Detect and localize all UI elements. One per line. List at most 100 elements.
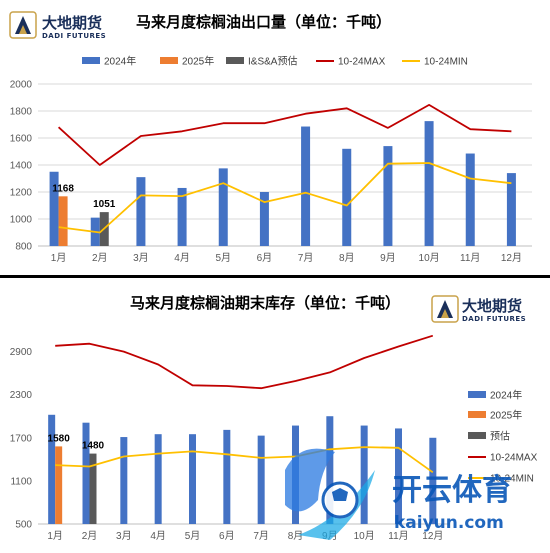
bar — [342, 148, 352, 246]
bar — [154, 434, 162, 524]
x-tick-label: 2月 — [82, 530, 98, 542]
logo-en-text: DADI FUTURES — [42, 32, 106, 40]
x-tick-label: 6月 — [257, 252, 273, 264]
legend-swatch — [160, 57, 178, 64]
legend-label: 2024年 — [104, 55, 136, 68]
data-label: 1168 — [52, 183, 74, 194]
x-tick-label: 7月 — [253, 530, 269, 542]
chart-export: 马来月度棕榈油出口量（单位：千吨） 800 1000 1200 1400 1600 1800… — [10, 13, 532, 264]
x-tick-label: 5月 — [185, 530, 201, 542]
x-tick-label: 1月 — [47, 530, 63, 542]
bar — [424, 121, 434, 246]
legend-label: 2025年 — [490, 409, 522, 422]
legend-label: 10-24MAX — [338, 57, 386, 68]
y-tick-label: 1400 — [10, 161, 33, 172]
logo-mark-icon — [9, 11, 37, 39]
y-tick-label: 1000 — [10, 215, 33, 226]
bar — [82, 422, 90, 524]
legend-swatch — [468, 391, 486, 398]
x-tick-label: 4月 — [150, 530, 166, 542]
x-tick-label: 8月 — [339, 252, 355, 264]
x-tick-label: 4月 — [174, 252, 190, 264]
x-tick-label: 12月 — [501, 252, 522, 264]
logo-cn-text: 大地期货 — [462, 297, 522, 315]
series-line — [58, 162, 512, 234]
y-tick-label: 1100 — [10, 476, 32, 487]
bar — [58, 196, 68, 246]
chart-title: 马来月度棕榈油期末库存（单位：千吨） — [130, 294, 400, 312]
bar — [177, 187, 187, 246]
legend-label: 10-24MIN — [424, 57, 468, 68]
bar — [360, 425, 368, 524]
chart-title: 马来月度棕榈油出口量（单位：千吨） — [136, 13, 391, 31]
legend-swatch — [468, 432, 486, 439]
bar — [465, 153, 475, 246]
bar — [429, 437, 437, 524]
bar — [49, 171, 59, 246]
y-tick-label: 2900 — [10, 347, 33, 358]
watermark: 开云体育 kaiyun.com — [285, 448, 512, 540]
y-tick-label: 800 — [15, 242, 32, 253]
bar — [506, 173, 516, 246]
legend-swatch — [468, 411, 486, 418]
data-label: 1580 — [48, 433, 71, 444]
data-label: 1480 — [82, 441, 105, 452]
legend-label: 10-24MIN — [490, 474, 534, 485]
watermark-cn-text: 开云体育 — [392, 473, 512, 508]
watermark-logo-icon — [285, 448, 375, 540]
y-tick-label: 1200 — [10, 188, 33, 199]
series-line — [55, 334, 434, 390]
logo-cn-text: 大地期货 — [42, 14, 102, 32]
data-label: 1051 — [93, 199, 116, 210]
chart-divider — [0, 275, 550, 278]
y-tick-label: 1700 — [10, 433, 33, 444]
bar — [257, 435, 265, 524]
x-tick-label: 7月 — [298, 252, 314, 264]
bar — [395, 428, 402, 524]
x-tick-label: 9月 — [380, 252, 396, 264]
bar — [189, 434, 196, 524]
bar — [383, 146, 393, 246]
x-tick-label: 1月 — [51, 252, 67, 264]
bottom-logo: 大地期货 DADI FUTURES — [431, 295, 526, 323]
legend-label: 2024年 — [490, 389, 522, 402]
y-tick-label: 1800 — [10, 107, 33, 118]
y-tick-label: 1600 — [10, 134, 33, 145]
y-tick-label: 2300 — [10, 390, 33, 401]
bar — [326, 416, 334, 524]
bar — [259, 192, 269, 246]
bar — [89, 453, 97, 524]
x-tick-label: 6月 — [219, 530, 235, 542]
legend-label: 10-24MAX — [490, 453, 538, 464]
y-tick-label: 500 — [15, 520, 32, 531]
bar — [218, 168, 228, 246]
watermark-en-text: kaiyun.com — [394, 513, 504, 533]
x-tick-label: 12月 — [422, 530, 443, 542]
x-tick-label: 2月 — [92, 252, 108, 264]
legend-swatch — [226, 57, 244, 64]
series-line — [57, 104, 512, 166]
top-logo: 大地期货 DADI FUTURES — [9, 11, 106, 40]
x-tick-label: 10月 — [354, 530, 375, 542]
bar — [301, 126, 311, 246]
bar — [48, 414, 56, 524]
x-tick-label: 11月 — [460, 252, 480, 264]
logo-en-text: DADI FUTURES — [462, 315, 526, 323]
bar — [223, 429, 231, 524]
logo-mark-icon — [431, 295, 459, 323]
y-tick-label: 2000 — [10, 80, 33, 91]
x-tick-label: 5月 — [215, 252, 231, 264]
x-tick-label: 8月 — [288, 530, 304, 542]
legend-label: 2025年 — [182, 55, 214, 68]
bar — [120, 437, 128, 524]
legend-label: 预估 — [490, 430, 510, 443]
series-line — [55, 446, 434, 474]
x-tick-label: 3月 — [133, 252, 149, 264]
legend-label: I&S&A预估 — [248, 55, 297, 68]
legend-swatch — [82, 57, 100, 64]
x-tick-label: 10月 — [419, 252, 440, 264]
bar — [55, 446, 63, 524]
x-tick-label: 11月 — [388, 530, 408, 542]
x-tick-label: 3月 — [116, 530, 132, 542]
